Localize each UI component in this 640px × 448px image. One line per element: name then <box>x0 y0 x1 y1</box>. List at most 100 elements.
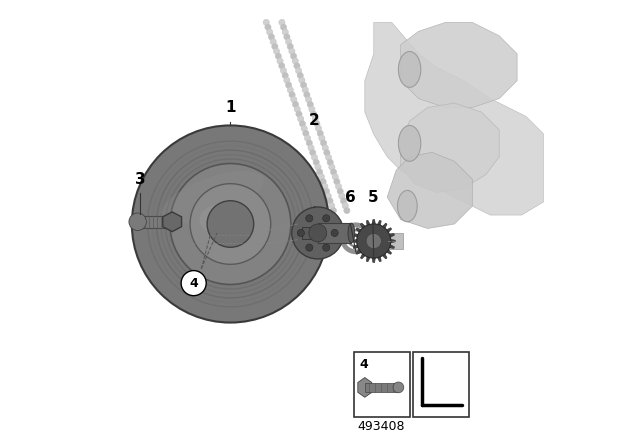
Circle shape <box>280 24 287 30</box>
Ellipse shape <box>398 125 421 161</box>
Circle shape <box>291 53 297 59</box>
Polygon shape <box>378 257 381 262</box>
Circle shape <box>279 19 285 26</box>
Circle shape <box>320 178 326 185</box>
Polygon shape <box>372 220 376 224</box>
Circle shape <box>278 63 285 69</box>
Circle shape <box>318 174 324 180</box>
Polygon shape <box>401 22 517 108</box>
Circle shape <box>321 140 326 146</box>
Circle shape <box>272 43 278 50</box>
Circle shape <box>307 101 314 108</box>
Polygon shape <box>389 245 394 249</box>
Ellipse shape <box>161 171 264 223</box>
Circle shape <box>296 111 302 117</box>
Circle shape <box>285 82 292 88</box>
Polygon shape <box>389 233 394 237</box>
Polygon shape <box>387 152 472 228</box>
Circle shape <box>322 145 328 151</box>
Polygon shape <box>366 220 370 225</box>
Circle shape <box>308 106 315 112</box>
Circle shape <box>285 39 292 45</box>
Circle shape <box>313 159 319 165</box>
Polygon shape <box>358 378 372 397</box>
Circle shape <box>289 48 295 55</box>
Circle shape <box>304 92 310 98</box>
Circle shape <box>266 29 273 35</box>
Circle shape <box>308 145 314 151</box>
Circle shape <box>344 207 350 214</box>
Circle shape <box>319 135 325 141</box>
Circle shape <box>316 125 322 132</box>
Circle shape <box>323 215 330 222</box>
Circle shape <box>300 121 305 127</box>
Circle shape <box>330 169 337 175</box>
Circle shape <box>299 77 305 83</box>
Polygon shape <box>356 228 361 233</box>
Ellipse shape <box>379 233 387 249</box>
Circle shape <box>300 82 307 88</box>
Bar <box>353 352 410 417</box>
Polygon shape <box>366 257 370 262</box>
Circle shape <box>294 106 300 112</box>
Circle shape <box>270 39 276 45</box>
Polygon shape <box>356 250 361 254</box>
Polygon shape <box>353 233 358 237</box>
Circle shape <box>330 207 337 214</box>
Circle shape <box>190 184 271 264</box>
Circle shape <box>312 116 318 122</box>
Polygon shape <box>352 239 357 243</box>
Circle shape <box>181 271 206 296</box>
Circle shape <box>207 201 253 247</box>
Bar <box>383 233 403 249</box>
Circle shape <box>328 202 335 209</box>
Ellipse shape <box>398 52 421 87</box>
Polygon shape <box>401 103 499 193</box>
Circle shape <box>323 188 330 194</box>
Circle shape <box>298 116 304 122</box>
Polygon shape <box>387 228 392 233</box>
Circle shape <box>306 140 312 146</box>
Text: 2: 2 <box>309 113 319 129</box>
Circle shape <box>317 169 323 175</box>
Polygon shape <box>390 239 396 243</box>
Circle shape <box>309 224 327 242</box>
Circle shape <box>327 198 333 204</box>
Circle shape <box>289 92 295 98</box>
Circle shape <box>292 207 344 259</box>
Circle shape <box>340 198 347 204</box>
Circle shape <box>302 87 308 93</box>
Text: 5: 5 <box>367 190 378 205</box>
Bar <box>317 223 351 243</box>
Bar <box>413 352 469 417</box>
Polygon shape <box>353 245 358 249</box>
Circle shape <box>284 34 290 40</box>
Circle shape <box>393 382 404 393</box>
Polygon shape <box>365 22 544 215</box>
Circle shape <box>282 29 289 35</box>
Circle shape <box>306 215 313 222</box>
Polygon shape <box>372 258 376 263</box>
Circle shape <box>280 68 287 74</box>
Text: 493408: 493408 <box>358 420 405 433</box>
Circle shape <box>311 155 317 161</box>
Circle shape <box>310 150 316 156</box>
Circle shape <box>322 183 328 190</box>
Circle shape <box>282 72 289 78</box>
Circle shape <box>323 244 330 251</box>
Bar <box>134 216 172 228</box>
Bar <box>365 383 398 392</box>
Polygon shape <box>383 223 387 228</box>
Circle shape <box>297 72 303 78</box>
Text: 6: 6 <box>345 190 356 205</box>
Circle shape <box>342 202 348 209</box>
Circle shape <box>132 125 329 323</box>
Circle shape <box>331 229 338 237</box>
Bar <box>302 227 317 239</box>
Circle shape <box>327 159 333 165</box>
Polygon shape <box>383 254 387 259</box>
Polygon shape <box>387 250 392 254</box>
Circle shape <box>329 164 335 170</box>
Polygon shape <box>360 254 365 259</box>
Circle shape <box>332 174 339 180</box>
